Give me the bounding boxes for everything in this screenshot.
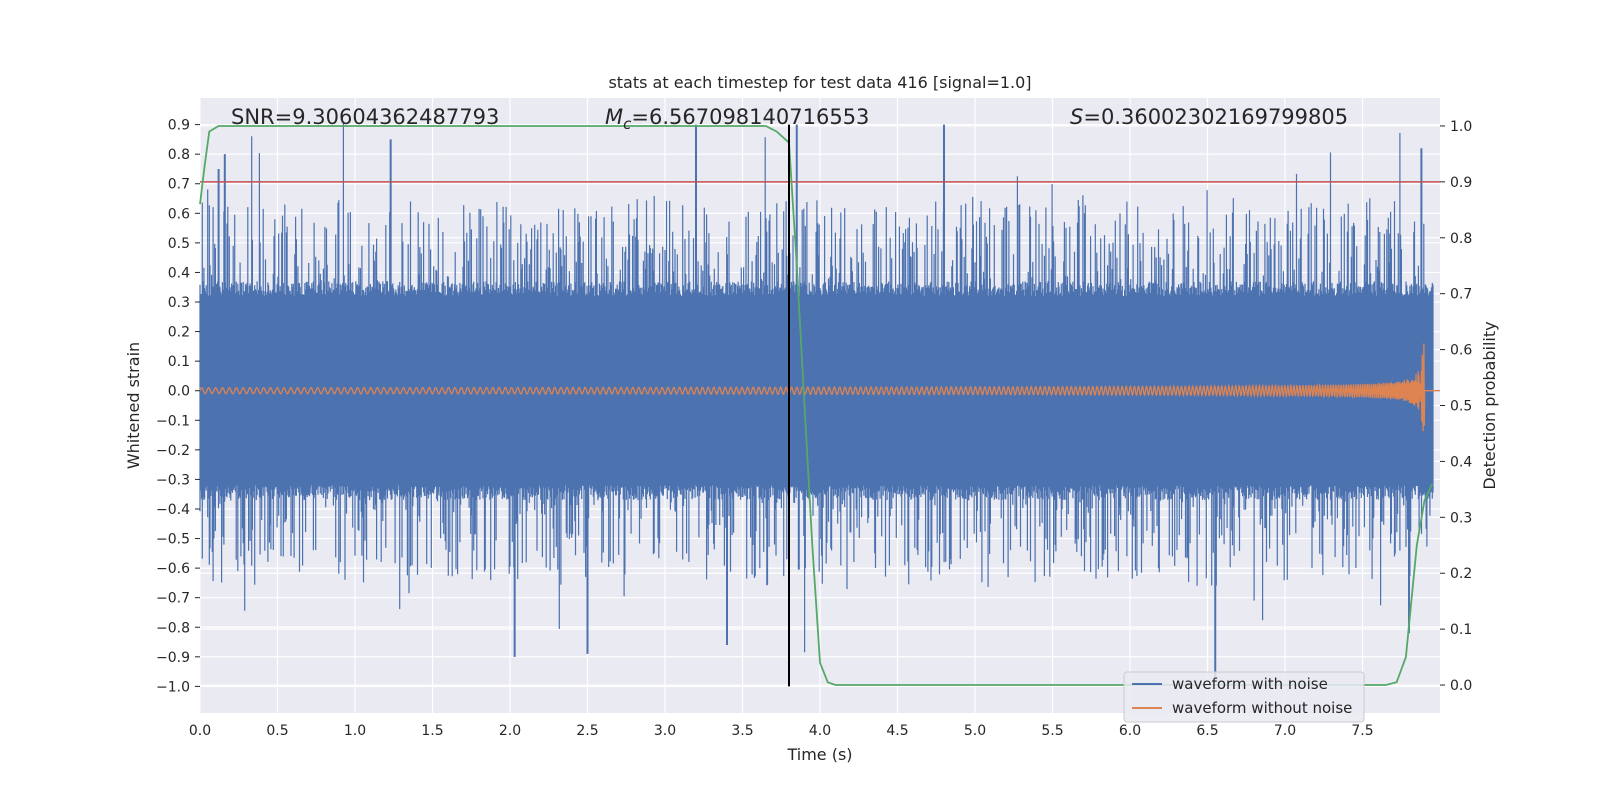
detection-probability-line: [199, 125, 1434, 686]
x-tick-label: 1.0: [344, 723, 366, 739]
y-left-tick-label: −0.3: [156, 472, 190, 488]
y-left-tick-label: −0.5: [156, 532, 190, 548]
y-right-tick-label: 0.9: [1450, 175, 1472, 191]
y-axis-left-label: Whitened strain: [124, 342, 143, 469]
x-tick-label: 6.0: [1119, 723, 1141, 739]
y-left-tick-label: −0.4: [156, 502, 190, 518]
y-right-tick-label: 0.4: [1450, 454, 1472, 470]
snr-annotation: SNR=9.30604362487793: [231, 105, 499, 129]
s-annotation: S=0.36002302169799805: [1070, 105, 1348, 129]
y-right-tick-label: 0.3: [1450, 510, 1472, 526]
s-symbol: S: [1070, 105, 1083, 129]
chirp-mass-annotation: Mc=6.567098140716553: [605, 105, 869, 133]
x-tick-label: 7.5: [1351, 723, 1373, 739]
x-tick-label: 2.0: [499, 723, 521, 739]
legend-box: [1123, 671, 1365, 723]
y-right-tick-label: 0.8: [1450, 231, 1472, 247]
y-left-tick-label: 0.0: [168, 384, 190, 400]
x-tick-label: 0.0: [189, 723, 211, 739]
x-tick-label: 2.5: [576, 723, 598, 739]
x-tick-label: 6.5: [1196, 723, 1218, 739]
y-right-tick-label: 0.0: [1450, 678, 1472, 694]
y-right-tick-label: 0.6: [1450, 343, 1472, 359]
chart-title: stats at each timestep for test data 416…: [608, 73, 1031, 92]
chirp-mass-value: =6.567098140716553: [631, 105, 869, 129]
y-left-tick-label: 0.4: [168, 265, 190, 281]
chirp-mass-subscript: c: [623, 115, 632, 133]
y-left-tick-label: 0.1: [168, 354, 190, 370]
y-right-tick-label: 0.5: [1450, 399, 1472, 415]
legend-label-clean: waveform without noise: [1172, 699, 1352, 717]
y-left-tick-label: −0.2: [156, 443, 190, 459]
y-left-tick-label: −0.8: [156, 620, 190, 636]
y-left-tick-label: −0.1: [156, 413, 190, 429]
x-tick-label: 5.5: [1041, 723, 1063, 739]
data-layer: [199, 122, 1440, 687]
y-left-tick-label: 0.6: [168, 206, 190, 222]
chirp-mass-symbol: M: [605, 105, 623, 129]
ticks: 0.0 0.5 1.0 1.5 2.0 2.5 3.0 3.5 4.0 4.5 5.0 5.5 6.0 6…: [156, 118, 1472, 739]
y-left-tick-label: 0.3: [168, 295, 190, 311]
y-axis-right-label: Detection probability: [1480, 321, 1499, 489]
y-left-tick-label: −1.0: [156, 679, 190, 695]
x-tick-label: 0.5: [266, 723, 288, 739]
noisy-waveform-band: [199, 122, 1434, 653]
legend: waveform with noise waveform without noi…: [1123, 671, 1365, 723]
y-left-tick-label: 0.5: [168, 236, 190, 252]
y-right-tick-label: 0.1: [1450, 622, 1472, 638]
y-right-tick-label: 0.2: [1450, 566, 1472, 582]
x-tick-label: 3.0: [654, 723, 676, 739]
x-tick-label: 5.0: [964, 723, 986, 739]
x-tick-label: 1.5: [421, 723, 443, 739]
y-left-tick-label: −0.9: [156, 650, 190, 666]
x-tick-label: 7.0: [1274, 723, 1296, 739]
clean-waveform-line: [199, 343, 1440, 432]
y-right-tick-label: 0.7: [1450, 287, 1472, 303]
s-value: =0.36002302169799805: [1083, 105, 1348, 129]
legend-label-noisy: waveform with noise: [1172, 675, 1328, 693]
x-tick-label: 4.5: [886, 723, 908, 739]
y-left-tick-label: 0.9: [168, 118, 190, 134]
y-left-tick-label: 0.8: [168, 147, 190, 163]
y-left-tick-label: −0.6: [156, 561, 190, 577]
y-left-tick-label: −0.7: [156, 591, 190, 607]
x-axis-label: Time (s): [786, 745, 852, 764]
x-tick-label: 3.5: [731, 723, 753, 739]
y-left-tick-label: 0.2: [168, 325, 190, 341]
y-right-tick-label: 1.0: [1450, 119, 1472, 135]
y-left-tick-label: 0.7: [168, 177, 190, 193]
x-tick-label: 4.0: [809, 723, 831, 739]
